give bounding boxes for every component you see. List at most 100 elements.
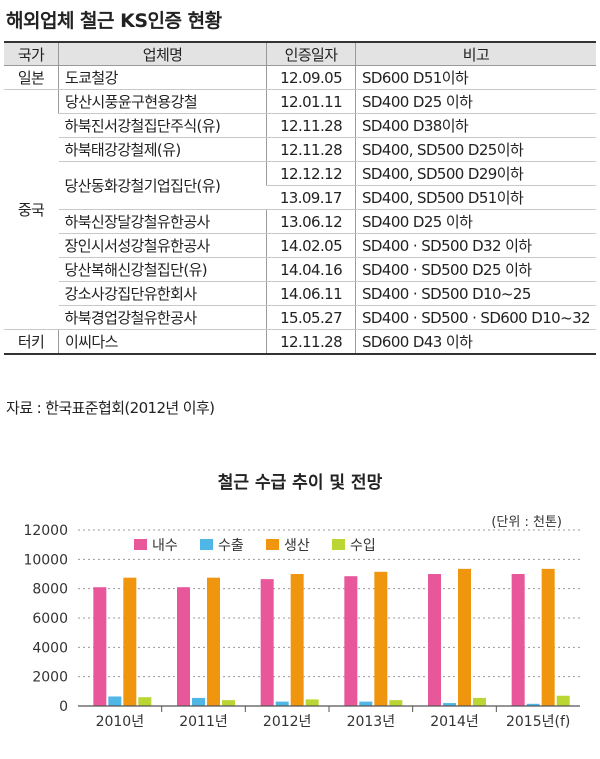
y-tick-label: 6000 xyxy=(32,611,68,627)
legend-label: 수출 xyxy=(218,538,244,554)
table-row: 당산복해신강철집단(유) 14.04.16 SD400 · SD500 D25 … xyxy=(4,257,596,282)
x-tick-label: 2010년 xyxy=(96,714,145,730)
table-row: 터키 이씨다스 12.11.28 SD600 D43 이하 xyxy=(4,329,596,355)
country-cell: 중국 xyxy=(4,89,59,330)
note-cell: SD400, SD500 D25이하 xyxy=(355,137,596,162)
date-cell: 14.02.05 xyxy=(266,233,356,258)
company-cell: 장인시서성강철유한공사 xyxy=(58,233,267,258)
bar-내수 xyxy=(260,579,274,706)
legend-item: 수출 xyxy=(200,538,244,554)
bar-생산 xyxy=(541,568,555,706)
company-cell: 하북진서강철집단주식(유) xyxy=(58,113,267,138)
table-title: 해외업체 철근 KS인증 현황 xyxy=(6,10,222,32)
date-cell: 12.09.05 xyxy=(266,65,356,90)
date-cell: 12.01.11 xyxy=(266,89,356,114)
y-tick-label: 12000 xyxy=(23,523,68,539)
note-cell: SD400 D38이하 xyxy=(355,113,596,138)
bar-수입 xyxy=(138,697,152,706)
bar-수입 xyxy=(473,697,486,706)
date-cell: 13.09.17 xyxy=(266,185,356,210)
header-country: 국가 xyxy=(4,41,59,66)
bar-생산 xyxy=(374,571,388,706)
note-cell: SD600 D51이하 xyxy=(355,65,596,90)
table-row: 하북경업강철유한공사 15.05.27 SD400 · SD500 · SD60… xyxy=(4,305,596,330)
table-row: 하북태강강철제(유) 12.11.28 SD400, SD500 D25이하 xyxy=(4,137,596,162)
company-cell: 당산복해신강철집단(유) xyxy=(58,257,267,282)
bar-수입 xyxy=(305,699,319,706)
note-cell: SD400, SD500 D29이하 xyxy=(355,161,596,186)
y-tick-label: 10000 xyxy=(23,552,68,568)
bar-marks xyxy=(93,568,570,706)
bar-수출 xyxy=(192,697,205,706)
company-cell: 하북신장달강철유한공사 xyxy=(58,209,267,234)
header-date: 인증일자 xyxy=(266,41,356,66)
note-cell: SD400 · SD500 D10~25 xyxy=(355,281,596,306)
x-tick-label: 2014년 xyxy=(430,714,479,730)
note-cell: SD400 D25 이하 xyxy=(355,209,596,234)
bar-수출 xyxy=(443,703,456,706)
country-cell: 터키 xyxy=(4,329,59,355)
table-row: 하북신장달강철유한공사 13.06.12 SD400 D25 이하 xyxy=(4,209,596,234)
bar-내수 xyxy=(428,574,441,706)
header-company: 업체명 xyxy=(58,41,267,66)
country-cell: 일본 xyxy=(4,65,59,90)
company-cell: 하북경업강철유한공사 xyxy=(58,305,267,330)
legend-item: 수입 xyxy=(332,538,376,554)
legend-label: 생산 xyxy=(284,538,310,554)
bar-수입 xyxy=(389,700,403,706)
legend-swatch xyxy=(134,539,147,550)
header-note: 비고 xyxy=(355,41,596,66)
bar-내수 xyxy=(511,574,525,706)
unit-label: (단위 : 천톤) xyxy=(491,515,562,530)
y-tick-label: 4000 xyxy=(32,640,68,656)
legend-label: 내수 xyxy=(152,538,178,554)
note-cell: SD400 D25 이하 xyxy=(355,89,596,114)
date-cell: 14.06.11 xyxy=(266,281,356,306)
bar-수출 xyxy=(359,701,373,706)
bar-생산 xyxy=(207,577,220,706)
x-tick-label: 2011년 xyxy=(179,714,228,730)
bar-생산 xyxy=(458,568,471,706)
bar-생산 xyxy=(123,577,137,706)
bar-수출 xyxy=(526,703,540,706)
bar-내수 xyxy=(93,587,107,706)
bar-수입 xyxy=(556,695,570,706)
table-row: 중국 당산시풍윤구현용강철 12.01.11 SD400 D25 이하 xyxy=(4,89,596,330)
legend-item: 생산 xyxy=(266,538,310,554)
table-row: 일본 도쿄철강 12.09.05 SD600 D51이하 xyxy=(4,65,596,90)
table-header-row: 국가 업체명 인증일자 비고 xyxy=(4,41,596,66)
chart-title: 철근 수급 추이 및 전망 xyxy=(217,473,383,493)
date-cell: 13.06.12 xyxy=(266,209,356,234)
company-cell: 당산동화강철기업집단(유) xyxy=(58,161,267,210)
chart-legend: 내수 수출 생산 수입 xyxy=(134,538,376,554)
note-cell: SD600 D43 이하 xyxy=(355,329,596,355)
x-tick-label: 2013년 xyxy=(347,714,396,730)
x-tick-label: 2012년 xyxy=(263,714,312,730)
bar-생산 xyxy=(290,574,304,706)
date-cell: 14.04.16 xyxy=(266,257,356,282)
note-cell: SD400 · SD500 · SD600 D10~32 xyxy=(355,305,596,330)
table-row: 강소사강집단유한회사 14.06.11 SD400 · SD500 D10~25 xyxy=(4,281,596,306)
date-cell: 12.11.28 xyxy=(266,137,356,162)
table-row: 장인시서성강철유한공사 14.02.05 SD400 · SD500 D32 이… xyxy=(4,233,596,258)
bar-수출 xyxy=(108,696,122,706)
company-cell: 하북태강강철제(유) xyxy=(58,137,267,162)
company-cell: 이씨다스 xyxy=(58,329,267,355)
source-note: 자료 : 한국표준협회(2012년 이후) xyxy=(6,399,215,417)
note-cell: SD400 · SD500 D32 이하 xyxy=(355,233,596,258)
y-axis: 0 2000 4000 6000 8000 10000 12000 xyxy=(23,523,68,715)
y-tick-label: 8000 xyxy=(32,582,68,598)
legend-swatch xyxy=(266,539,279,550)
table-row: 하북진서강철집단주식(유) 12.11.28 SD400 D38이하 xyxy=(4,113,596,138)
y-tick-label: 0 xyxy=(59,699,68,715)
table-row: 13.09.17 SD400, SD500 D51이하 xyxy=(4,185,596,210)
x-tick-label: 2015년(f) xyxy=(506,714,570,730)
company-cell: 당산시풍윤구현용강철 xyxy=(58,89,267,114)
date-cell: 12.12.12 xyxy=(266,161,356,186)
note-cell: SD400, SD500 D51이하 xyxy=(355,185,596,210)
date-cell: 12.11.28 xyxy=(266,329,356,355)
company-cell: 도쿄철강 xyxy=(58,65,267,90)
note-cell: SD400 · SD500 D25 이하 xyxy=(355,257,596,282)
date-cell: 12.11.28 xyxy=(266,113,356,138)
